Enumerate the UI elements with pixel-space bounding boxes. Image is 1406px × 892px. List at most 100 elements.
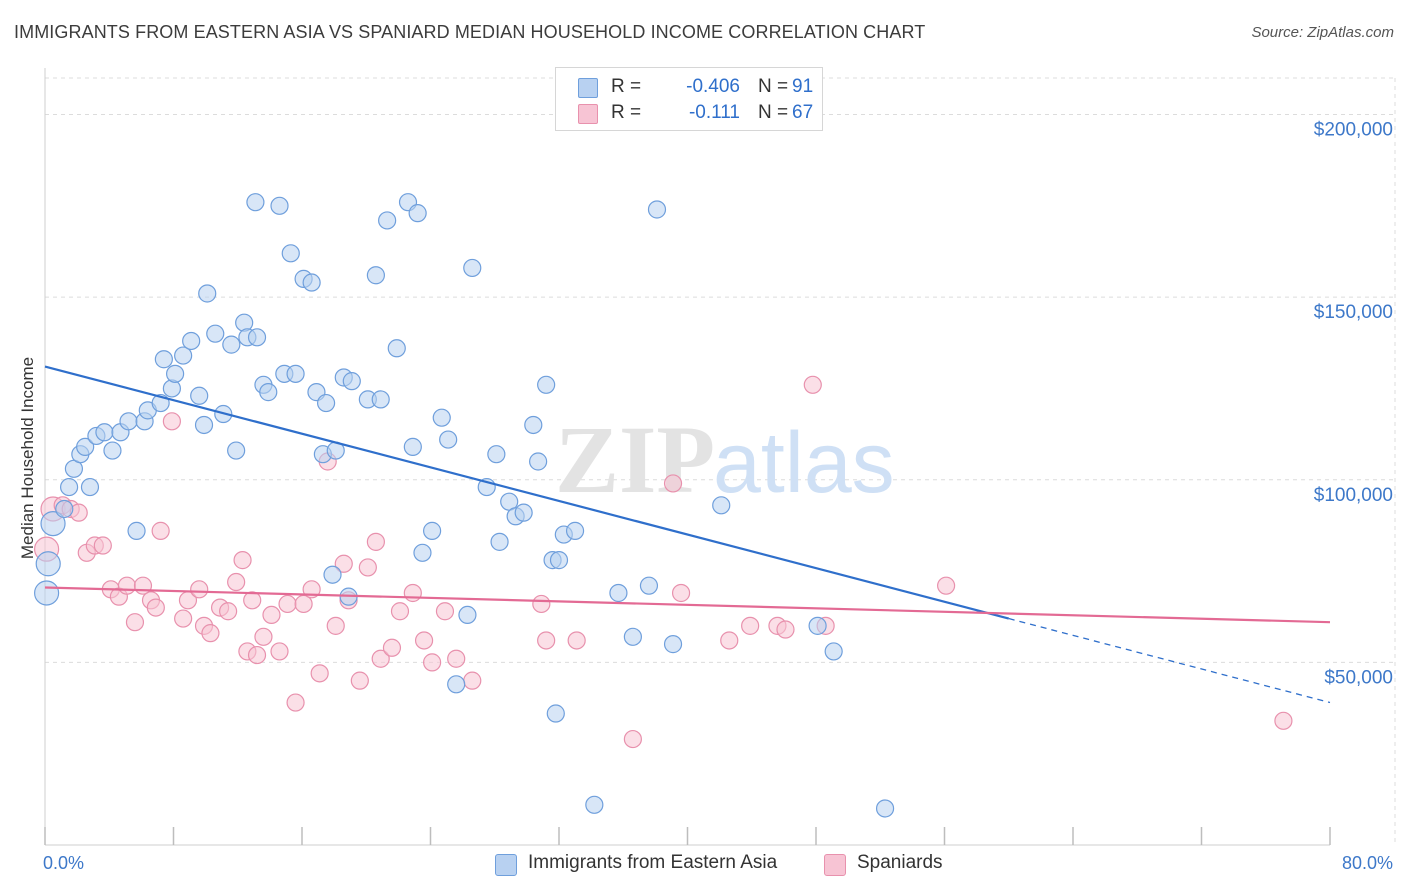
n-value: 91 xyxy=(792,76,814,97)
data-point xyxy=(585,795,604,814)
n-label: N = xyxy=(758,102,789,123)
y-tick-label: $50,000 xyxy=(1324,667,1393,688)
eastern-asia-swatch xyxy=(578,78,598,98)
data-point xyxy=(246,193,265,212)
data-point xyxy=(549,551,569,570)
data-point xyxy=(119,412,138,431)
chart-title: IMMIGRANTS FROM EASTERN ASIA VS SPANIARD… xyxy=(14,22,926,42)
data-point xyxy=(423,521,442,540)
source-credit: Source: ZipAtlas.com xyxy=(1251,24,1394,41)
data-point xyxy=(776,620,795,639)
data-point xyxy=(663,474,683,493)
data-point xyxy=(875,799,895,818)
data-point xyxy=(259,383,278,402)
data-point xyxy=(243,591,262,610)
data-point xyxy=(435,602,455,621)
data-point xyxy=(270,642,289,661)
data-point xyxy=(80,477,100,497)
eastern-asia-legend-swatch xyxy=(495,854,517,876)
data-point xyxy=(281,244,300,263)
data-point xyxy=(316,393,336,413)
data-point xyxy=(76,437,95,456)
data-point xyxy=(286,364,305,383)
data-point xyxy=(490,532,509,551)
x-tick-label: 0.0% xyxy=(43,853,84,873)
data-point xyxy=(403,437,422,456)
data-point xyxy=(537,375,556,394)
data-point xyxy=(546,704,565,723)
legend-label: Immigrants from Eastern Asia xyxy=(528,852,778,873)
stats-legend: R = -0.406 N = 91 R = -0.111 N = 67 xyxy=(555,67,823,131)
data-point xyxy=(413,543,432,562)
data-point xyxy=(278,594,297,614)
data-point xyxy=(423,653,442,672)
data-point xyxy=(439,430,458,449)
data-point xyxy=(403,583,422,603)
data-point xyxy=(262,605,281,625)
watermark-zip: ZIP xyxy=(555,406,715,513)
data-point xyxy=(254,627,273,646)
data-point xyxy=(529,452,548,471)
data-point xyxy=(95,423,114,442)
data-point xyxy=(219,602,238,621)
data-point xyxy=(390,602,410,621)
data-point xyxy=(414,631,434,650)
data-point xyxy=(154,350,173,369)
data-point xyxy=(174,609,193,628)
data-point xyxy=(937,576,956,595)
data-point xyxy=(166,364,185,383)
data-point xyxy=(55,499,74,519)
data-point xyxy=(286,693,305,712)
data-point xyxy=(463,671,482,690)
data-point xyxy=(34,580,60,606)
data-point xyxy=(408,204,427,223)
axes xyxy=(44,68,1331,846)
data-point xyxy=(623,729,642,749)
data-point xyxy=(342,372,361,391)
data-point xyxy=(302,273,321,292)
data-point xyxy=(663,635,683,654)
data-point xyxy=(824,642,843,661)
data-point xyxy=(741,616,760,635)
data-point xyxy=(623,627,642,646)
data-point xyxy=(447,649,466,668)
data-point xyxy=(371,649,390,668)
n-value: 67 xyxy=(792,102,814,123)
data-point xyxy=(233,551,252,570)
r-label: R = xyxy=(611,76,642,97)
data-point xyxy=(387,339,406,358)
data-point xyxy=(310,664,329,683)
x-tick-labels: 0.0% 80.0% xyxy=(43,853,1393,873)
n-label: N = xyxy=(758,76,789,97)
data-point xyxy=(40,510,66,537)
data-point xyxy=(432,408,451,427)
data-point xyxy=(162,412,181,431)
data-point xyxy=(537,631,556,650)
r-value: -0.111 xyxy=(688,102,740,123)
data-point xyxy=(222,335,241,354)
data-point xyxy=(227,572,246,592)
eastern-asia-trend-line xyxy=(44,365,1010,620)
data-point xyxy=(227,441,246,460)
data-point xyxy=(350,671,369,690)
data-point xyxy=(190,386,209,405)
data-point xyxy=(326,616,345,635)
data-point xyxy=(93,536,112,555)
data-point xyxy=(59,477,79,497)
data-point xyxy=(125,613,145,632)
spaniards-swatch xyxy=(578,104,598,124)
legend-label: Spaniards xyxy=(857,852,943,873)
data-point xyxy=(117,576,137,595)
data-point xyxy=(201,624,220,643)
eastern-asia-trend-extension xyxy=(1008,617,1331,704)
y-tick-label: $150,000 xyxy=(1314,302,1393,323)
eastern-asia-points xyxy=(34,193,895,818)
r-value: -0.406 xyxy=(686,76,740,97)
spaniards-legend-swatch xyxy=(824,854,846,876)
data-point xyxy=(514,503,533,522)
data-point xyxy=(720,631,739,650)
data-point xyxy=(358,558,377,577)
data-point xyxy=(567,631,586,650)
data-point xyxy=(198,284,217,303)
